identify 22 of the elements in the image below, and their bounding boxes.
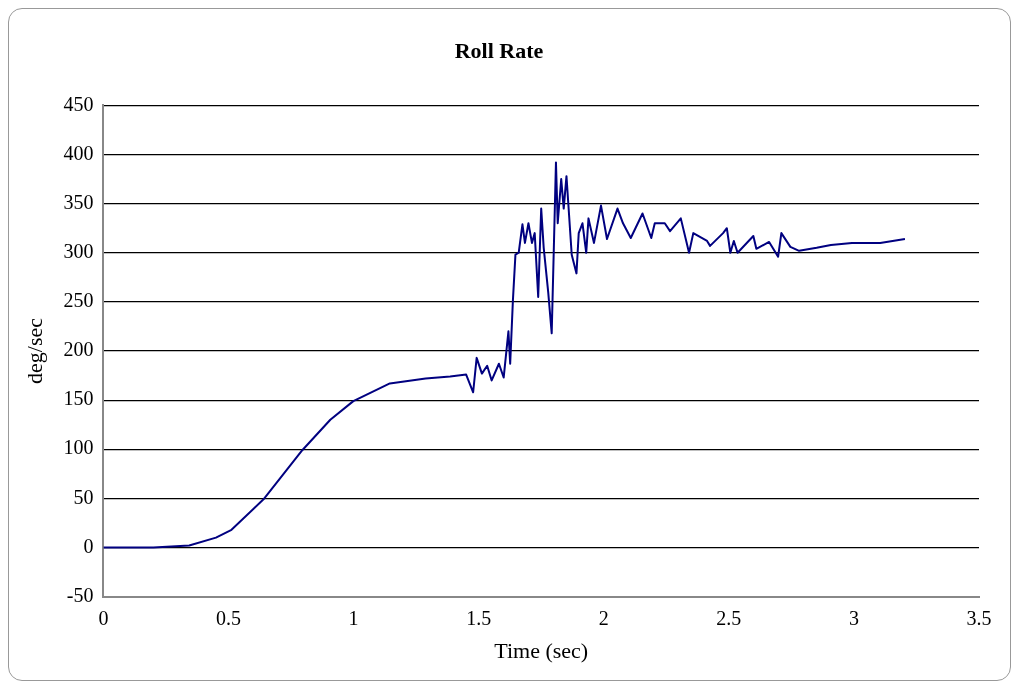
y-tick-label: 200 <box>63 338 94 361</box>
x-tick-label: 0.5 <box>215 606 241 629</box>
x-tick-label: 1.5 <box>466 606 492 629</box>
y-tick-label: 250 <box>63 289 94 312</box>
x-tick-label: 3 <box>848 606 859 629</box>
y-axis-title: deg/sec <box>21 317 47 384</box>
y-tick-label: 150 <box>63 387 94 410</box>
x-tick-label: 0 <box>98 606 109 629</box>
y-tick-label: 50 <box>73 485 94 508</box>
chart-title: Roll Rate <box>454 37 544 63</box>
y-tick-label: 400 <box>63 141 94 164</box>
y-tick-label: 0 <box>83 534 94 557</box>
x-tick-label: 3.5 <box>966 606 992 629</box>
y-tick-label: 350 <box>63 190 94 213</box>
y-tick-label: -50 <box>66 583 94 606</box>
y-tick-label: 300 <box>63 240 94 263</box>
y-tick-label: 100 <box>63 436 94 459</box>
x-tick-label: 1 <box>348 606 359 629</box>
x-axis-title: Time (sec) <box>494 637 589 663</box>
y-tick-label: 450 <box>63 92 94 115</box>
x-tick-label: 2.5 <box>716 606 742 629</box>
x-tick-label: 2 <box>598 606 609 629</box>
